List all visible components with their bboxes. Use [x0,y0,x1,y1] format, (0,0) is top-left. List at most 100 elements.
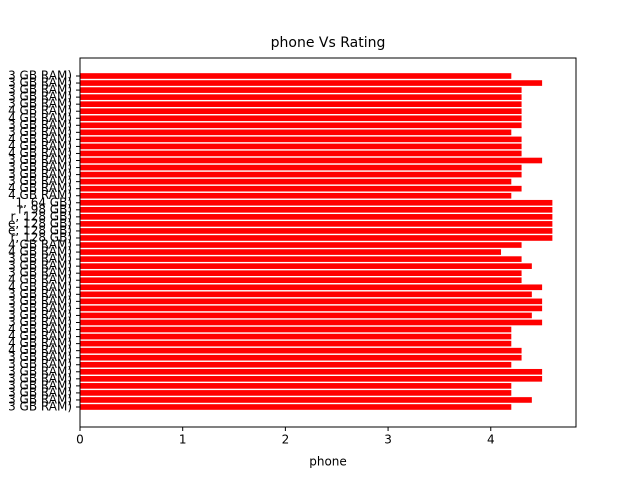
bar [80,319,543,326]
bar [80,185,522,192]
y-tick-label: 3 GB RAM) [8,364,72,378]
y-tick-label: 3 GB RAM) [8,125,72,139]
bar [80,199,553,206]
y-tick-label: 4 GB RAM) [8,280,72,294]
bar [80,277,522,284]
y-tick-label: 4 GB RAM) [8,139,72,153]
bar [80,263,532,269]
y-tick-label: e, 128 GB) [8,216,72,230]
y-tick-label: 3 GB RAM) [8,153,72,167]
y-tick-label: 3 GB RAM) [8,301,72,315]
y-tick-label: 3 GB RAM) [8,118,72,132]
bar [80,108,522,115]
bar [80,383,512,389]
y-tick-label: 3 GB RAM) [8,287,72,301]
y-tick-label: 3 GB RAM) [8,266,72,280]
x-tick-label: 3 [384,433,392,447]
y-tick-label: 3 GB RAM) [8,97,72,111]
bar [80,80,543,86]
y-tick-label: 3 GB RAM) [8,294,72,308]
bar [80,221,553,227]
bar [80,94,522,100]
bar [80,326,512,333]
y-tick-label: 4 GB RAM) [8,132,72,146]
y-tick-label: 1, 64 GB) [15,195,72,209]
bar [80,291,532,298]
bar [80,178,512,185]
bar [80,136,522,143]
bar [80,129,512,136]
y-tick-label: 3 GB RAM) [8,160,72,174]
bar [80,164,522,171]
y-tick-label: r, 128 GB) [11,230,73,244]
bar [80,305,543,312]
y-tick-label: 4 GB RAM) [8,329,72,343]
y-tick-label: 4 GB RAM) [8,343,72,357]
y-tick-label: 3 GB RAM) [8,315,72,329]
y-tick-label: 4 GB RAM) [8,111,72,125]
x-tick-label: 0 [76,433,84,447]
bar [80,333,512,340]
y-tick-label: 3 GB RAM) [8,371,72,385]
bar [80,87,522,93]
bar [80,312,532,319]
y-tick-label: r, 128 GB) [11,209,73,223]
bar [80,192,512,199]
bar [80,171,522,178]
bar [80,361,512,368]
bar [80,347,522,354]
bar [80,340,512,347]
bar [80,143,522,150]
bar [80,284,543,291]
bar [80,368,543,375]
y-tick-label: 3 GB RAM) [8,357,72,371]
bar [80,404,512,410]
bar [80,390,512,396]
y-tick-label: 4 GB RAM) [8,322,72,336]
y-tick-label: 4 GB RAM) [8,181,72,195]
y-tick-label: 4 GB RAM) [8,188,72,202]
bar [80,249,502,255]
x-axis-label: phone [309,455,347,469]
y-tick-label: 4 GB RAM) [8,336,72,350]
y-tick-label: 3 GB RAM) [8,69,72,83]
bar [80,298,543,305]
y-tick-label: 4 GB RAM) [8,238,72,252]
bar [80,101,522,107]
y-tick-label: 3 GB RAM) [8,83,72,97]
y-tick-label: 3 GB RAM) [8,378,72,392]
y-tick-label: 3 GB RAM) [8,350,72,364]
y-tick-label: 3 GB RAM) [8,90,72,104]
x-tick-label: 1 [179,433,187,447]
bar [80,115,522,122]
plot-frame [79,57,577,428]
x-tick-label: 2 [282,433,290,447]
y-tick-label: 4 GB RAM) [8,245,72,259]
bar [80,122,522,129]
x-tick-label: 4 [487,433,495,447]
bar [80,270,522,277]
y-tick-label: 3 GB RAM) [8,400,72,414]
bar [80,206,553,213]
bar [80,73,512,79]
y-tick-label: 4 GB RAM) [8,146,72,160]
y-tick-label: 3 GB RAM) [8,392,72,406]
bar [80,228,553,234]
y-tick-label: 3 GB RAM) [8,174,72,188]
y-tick-label: 3 GB RAM) [8,252,72,266]
bar [80,157,543,164]
y-tick-label: 4 GB RAM) [8,104,72,118]
y-tick-label: 3 GB RAM) [8,308,72,322]
y-tick-label: 3 GB RAM) [8,259,72,273]
y-tick-label: 3 GB RAM) [8,167,72,181]
y-tick-label: 3 GB RAM) [8,385,72,399]
bar [80,354,522,361]
chart-title: phone Vs Rating [271,35,386,51]
bar [80,376,543,382]
y-tick-label: r, 98 GB) [18,202,72,216]
bar [80,256,522,262]
bar [80,214,553,220]
y-tick-label: 3 GB RAM) [8,76,72,90]
